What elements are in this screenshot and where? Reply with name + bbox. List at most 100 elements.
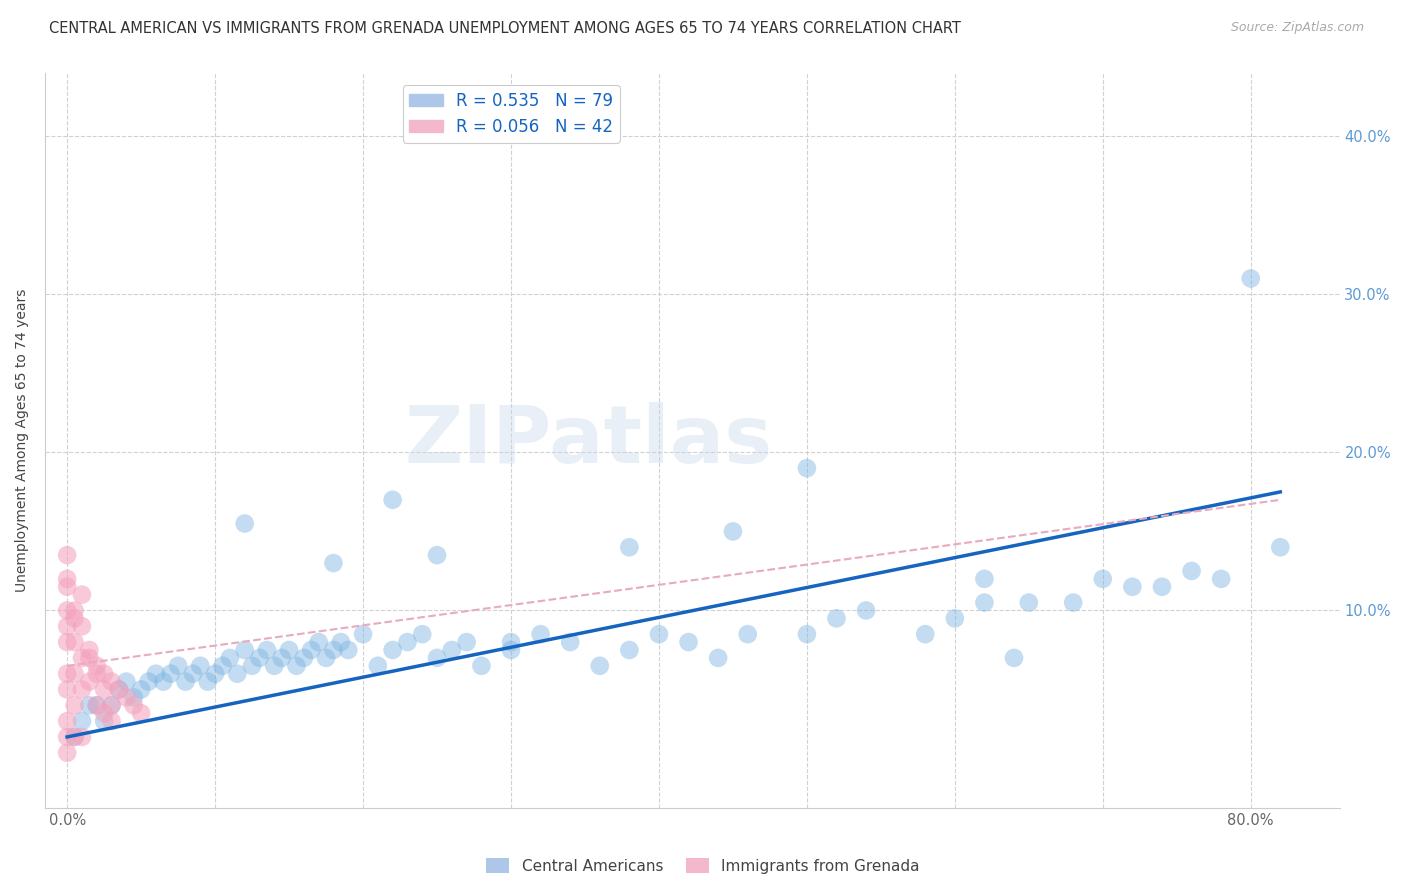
Point	[381, 643, 404, 657]
Point	[219, 651, 242, 665]
Point	[322, 643, 344, 657]
Point	[292, 651, 315, 665]
Y-axis label: Unemployment Among Ages 65 to 74 years: Unemployment Among Ages 65 to 74 years	[15, 289, 30, 592]
Point	[285, 658, 308, 673]
Text: ZIPatlas: ZIPatlas	[405, 401, 773, 480]
Point	[233, 516, 256, 531]
Text: Source: ZipAtlas.com: Source: ZipAtlas.com	[1230, 21, 1364, 34]
Point	[678, 635, 700, 649]
Point	[619, 540, 641, 554]
Point	[1091, 572, 1114, 586]
Point	[115, 674, 138, 689]
Point	[648, 627, 671, 641]
Legend: Central Americans, Immigrants from Grenada: Central Americans, Immigrants from Grena…	[481, 852, 925, 880]
Point	[322, 556, 344, 570]
Point	[1150, 580, 1173, 594]
Point	[129, 706, 152, 721]
Point	[70, 588, 93, 602]
Point	[79, 643, 101, 657]
Point	[1180, 564, 1202, 578]
Point	[100, 698, 122, 713]
Point	[426, 651, 449, 665]
Point	[152, 674, 174, 689]
Point	[1121, 580, 1143, 594]
Point	[108, 682, 131, 697]
Point	[367, 658, 389, 673]
Point	[278, 643, 301, 657]
Point	[181, 666, 204, 681]
Point	[56, 714, 79, 728]
Point	[93, 714, 115, 728]
Point	[56, 603, 79, 617]
Point	[249, 651, 271, 665]
Point	[426, 548, 449, 562]
Point	[93, 682, 115, 697]
Point	[233, 643, 256, 657]
Point	[1002, 651, 1025, 665]
Point	[63, 730, 86, 744]
Point	[197, 674, 219, 689]
Point	[70, 619, 93, 633]
Point	[93, 666, 115, 681]
Point	[1062, 596, 1084, 610]
Point	[79, 674, 101, 689]
Point	[721, 524, 744, 539]
Point	[145, 666, 167, 681]
Point	[737, 627, 759, 641]
Point	[308, 635, 330, 649]
Point	[973, 572, 995, 586]
Point	[56, 682, 79, 697]
Point	[855, 603, 877, 617]
Point	[100, 674, 122, 689]
Point	[1270, 540, 1292, 554]
Point	[63, 698, 86, 713]
Point	[1240, 271, 1263, 285]
Point	[263, 658, 285, 673]
Point	[619, 643, 641, 657]
Point	[70, 682, 93, 697]
Point	[63, 666, 86, 681]
Point	[707, 651, 730, 665]
Point	[914, 627, 936, 641]
Point	[1018, 596, 1040, 610]
Point	[100, 714, 122, 728]
Point	[796, 627, 818, 641]
Point	[108, 682, 131, 697]
Point	[529, 627, 551, 641]
Point	[93, 706, 115, 721]
Legend: R = 0.535   N = 79, R = 0.056   N = 42: R = 0.535 N = 79, R = 0.056 N = 42	[402, 85, 620, 143]
Point	[79, 651, 101, 665]
Point	[270, 651, 292, 665]
Point	[56, 730, 79, 744]
Point	[56, 746, 79, 760]
Point	[381, 492, 404, 507]
Point	[56, 666, 79, 681]
Point	[138, 674, 160, 689]
Point	[115, 690, 138, 705]
Point	[256, 643, 278, 657]
Point	[63, 730, 86, 744]
Point	[86, 666, 108, 681]
Point	[560, 635, 582, 649]
Point	[973, 596, 995, 610]
Point	[129, 682, 152, 697]
Point	[56, 548, 79, 562]
Point	[56, 635, 79, 649]
Point	[167, 658, 190, 673]
Point	[1211, 572, 1233, 586]
Point	[56, 619, 79, 633]
Point	[796, 461, 818, 475]
Point	[63, 611, 86, 625]
Point	[411, 627, 433, 641]
Point	[499, 643, 522, 657]
Point	[86, 698, 108, 713]
Point	[456, 635, 478, 649]
Point	[100, 698, 122, 713]
Point	[299, 643, 322, 657]
Point	[204, 666, 226, 681]
Point	[70, 730, 93, 744]
Point	[943, 611, 966, 625]
Text: CENTRAL AMERICAN VS IMMIGRANTS FROM GRENADA UNEMPLOYMENT AMONG AGES 65 TO 74 YEA: CENTRAL AMERICAN VS IMMIGRANTS FROM GREN…	[49, 21, 962, 36]
Point	[440, 643, 463, 657]
Point	[825, 611, 848, 625]
